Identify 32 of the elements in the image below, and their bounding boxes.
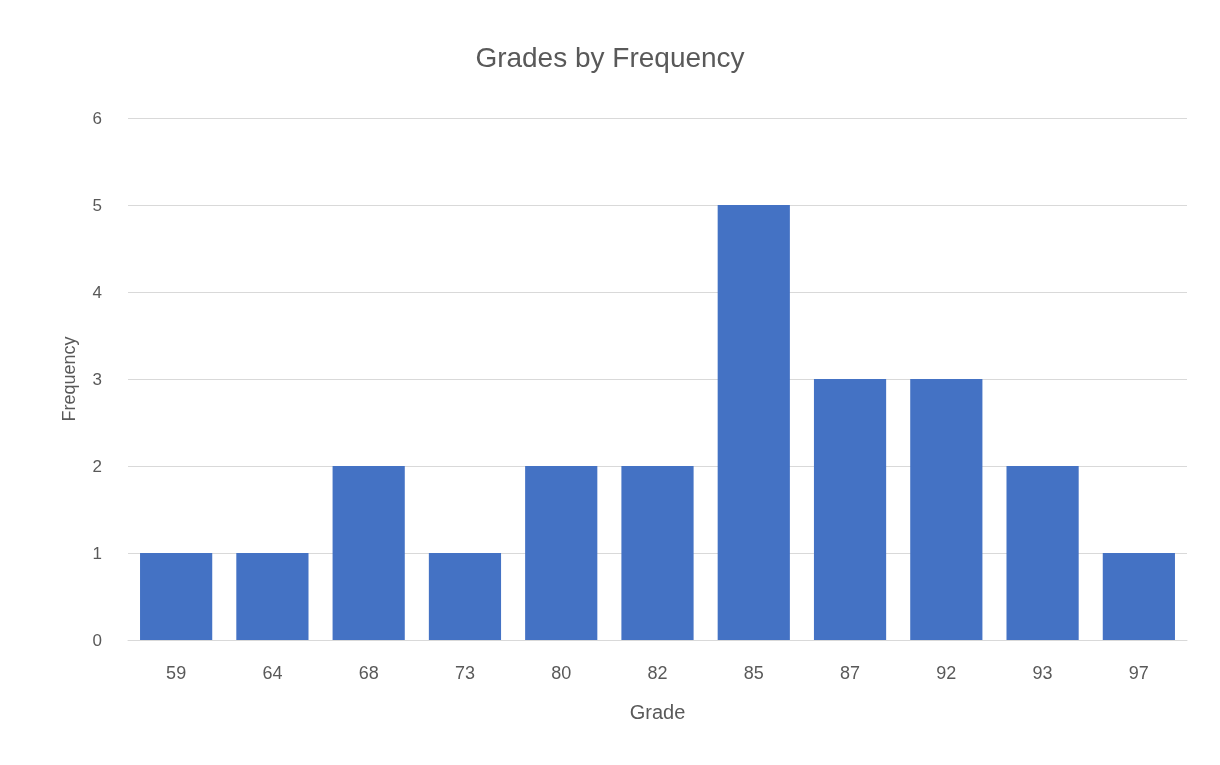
bar — [140, 553, 213, 640]
x-axis-title: Grade — [629, 701, 686, 723]
x-tick-label: 92 — [936, 663, 957, 683]
bar — [813, 379, 887, 640]
chart-title: Grades by Frequency — [475, 41, 745, 73]
x-tick-label: 80 — [551, 663, 572, 683]
bar — [236, 553, 309, 640]
y-tick-label: 2 — [92, 456, 102, 476]
x-tick-label: 93 — [1032, 663, 1053, 683]
bar — [717, 205, 790, 640]
bar — [1102, 553, 1175, 640]
bar — [1006, 466, 1079, 640]
x-tick-label: 68 — [358, 663, 379, 683]
x-tick-label: 59 — [166, 663, 187, 683]
bar — [428, 553, 502, 640]
y-tick-label: 5 — [92, 195, 102, 215]
bar — [910, 379, 983, 640]
x-tick-label: 97 — [1128, 663, 1149, 683]
y-tick-label: 4 — [92, 282, 102, 302]
y-tick-label: 6 — [92, 108, 102, 128]
bar — [621, 466, 694, 640]
y-tick-label: 3 — [92, 369, 102, 389]
x-tick-label: 85 — [743, 663, 764, 683]
bar — [525, 466, 598, 640]
bar — [332, 466, 405, 640]
x-tick-label: 87 — [840, 663, 861, 683]
x-tick-label: 64 — [262, 663, 283, 683]
x-tick-label: 82 — [647, 663, 668, 683]
x-tick-label: 73 — [454, 663, 475, 683]
y-tick-label: 0 — [92, 630, 102, 650]
y-axis-title: Frequency — [59, 336, 79, 422]
y-tick-label: 1 — [92, 543, 102, 563]
